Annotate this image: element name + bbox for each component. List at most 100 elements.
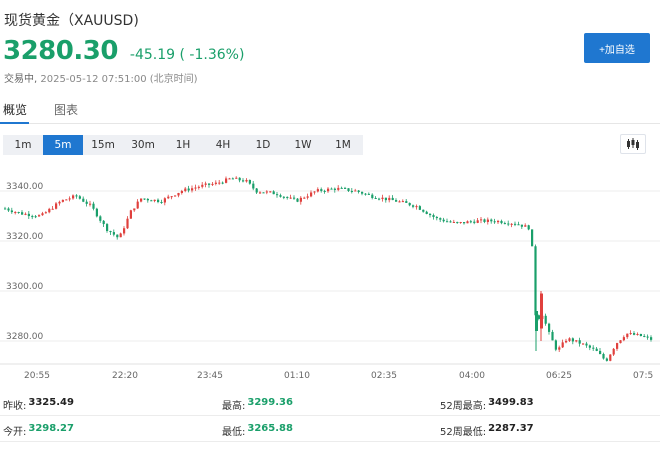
interval-15m[interactable]: 15m xyxy=(91,139,115,151)
candle-body xyxy=(558,347,561,350)
candle-body xyxy=(534,246,537,316)
interval-4h[interactable]: 4H xyxy=(215,139,231,151)
candle-body xyxy=(282,196,285,198)
x-tick-label: 02:35 xyxy=(371,371,397,381)
candle-body xyxy=(61,199,64,202)
candle-body xyxy=(211,183,214,185)
interval-1h[interactable]: 1H xyxy=(175,139,191,151)
candle-body xyxy=(208,183,211,185)
candle-body xyxy=(38,215,41,217)
interval-1d[interactable]: 1D xyxy=(255,139,271,151)
stats-row: 今开: 3298.27 最低: 3265.88 52周最低: 2287.37 xyxy=(0,416,660,442)
x-tick-label: 06:25 xyxy=(546,371,572,381)
interval-1w[interactable]: 1W xyxy=(294,139,312,151)
candle-body xyxy=(44,212,47,214)
candle-body xyxy=(626,333,629,338)
candle-body xyxy=(48,208,51,213)
x-tick-label: 20:55 xyxy=(24,371,50,381)
candle-body xyxy=(599,350,602,354)
candlestick-icon xyxy=(627,138,639,150)
candle-body xyxy=(486,219,489,222)
candle-body xyxy=(133,208,136,211)
candle-body xyxy=(313,191,316,193)
candle-body xyxy=(520,224,523,227)
candle-body xyxy=(58,201,61,204)
candle-body xyxy=(391,197,394,201)
chart-type-button[interactable] xyxy=(620,134,646,154)
candle-body xyxy=(405,201,408,203)
interval-30m[interactable]: 30m xyxy=(131,139,155,151)
stat-low: 最低: 3265.88 xyxy=(222,423,293,438)
candle-body xyxy=(238,177,241,181)
candle-body xyxy=(354,190,357,192)
candle-body xyxy=(646,336,649,338)
candle-body xyxy=(551,331,554,341)
candle-body xyxy=(639,333,642,337)
candle-body xyxy=(537,315,540,319)
candle-body xyxy=(602,353,605,359)
interval-5m[interactable]: 5m xyxy=(43,135,83,155)
candle-body xyxy=(425,211,428,214)
candle-body xyxy=(497,220,500,223)
price-change: -45.19 ( -1.36%) xyxy=(129,47,245,63)
tab-chart[interactable]: 图表 xyxy=(54,103,79,117)
candle-body xyxy=(170,196,173,198)
candle-body xyxy=(459,222,462,224)
instrument-title: 现货黄金（XAUUSD) xyxy=(4,13,139,29)
stat-value: 3299.36 xyxy=(247,397,293,408)
candle-body xyxy=(463,222,466,224)
candle-body xyxy=(303,197,306,199)
candle-body xyxy=(381,197,384,200)
candle-body xyxy=(612,348,615,355)
interval-1m[interactable]: 1m xyxy=(14,139,32,151)
candle-body xyxy=(119,233,122,238)
stat-52w-low: 52周最低: 2287.37 xyxy=(440,423,534,438)
candle-body xyxy=(514,223,517,225)
candle-body xyxy=(544,315,547,324)
candle-body xyxy=(214,182,217,184)
candle-body xyxy=(235,177,238,179)
candle-body xyxy=(316,189,319,192)
candle-body xyxy=(395,200,398,202)
candle-body xyxy=(248,179,251,184)
candle-body xyxy=(456,221,459,223)
candle-body xyxy=(412,205,415,207)
candle-body xyxy=(174,195,177,197)
candle-body xyxy=(616,343,619,349)
candle-body xyxy=(398,201,401,203)
candle-body xyxy=(112,232,115,235)
stat-prev-close: 昨收: 3325.49 xyxy=(3,397,74,412)
candle-body xyxy=(34,216,37,218)
interval-1mo[interactable]: 1M xyxy=(335,139,351,151)
active-tab-indicator xyxy=(0,122,29,124)
price-chart[interactable]: 3340.00 3320.00 3300.00 3280.00 20:55 22:20 23… xyxy=(0,163,660,385)
candle-body xyxy=(150,200,153,202)
tab-overview[interactable]: 概览 xyxy=(3,103,28,117)
candle-body xyxy=(51,208,54,210)
candle-body xyxy=(592,347,595,349)
stat-label: 昨收: xyxy=(3,401,27,412)
candle-body xyxy=(180,191,183,193)
y-tick-label: 3280.00 xyxy=(6,332,43,342)
candle-body xyxy=(242,180,245,182)
add-to-watchlist-button[interactable]: +加自选 xyxy=(584,33,650,63)
candle-body xyxy=(527,225,530,230)
candle-body xyxy=(289,197,292,199)
candle-body xyxy=(388,197,391,201)
candle-body xyxy=(78,196,81,199)
candle-body xyxy=(540,293,543,329)
candle-body xyxy=(469,221,472,223)
candle-body xyxy=(95,208,98,217)
y-tick-label: 3340.00 xyxy=(6,182,43,192)
candle-body xyxy=(500,220,503,224)
candle-body xyxy=(17,211,20,213)
candle-body xyxy=(344,187,347,189)
candle-body xyxy=(554,340,557,350)
candle-body xyxy=(140,198,143,202)
candle-body xyxy=(299,197,302,202)
candle-body xyxy=(89,203,92,205)
candle-body xyxy=(347,188,350,191)
candle-body xyxy=(568,338,571,341)
candle-body xyxy=(561,342,564,348)
candle-body xyxy=(650,337,653,340)
